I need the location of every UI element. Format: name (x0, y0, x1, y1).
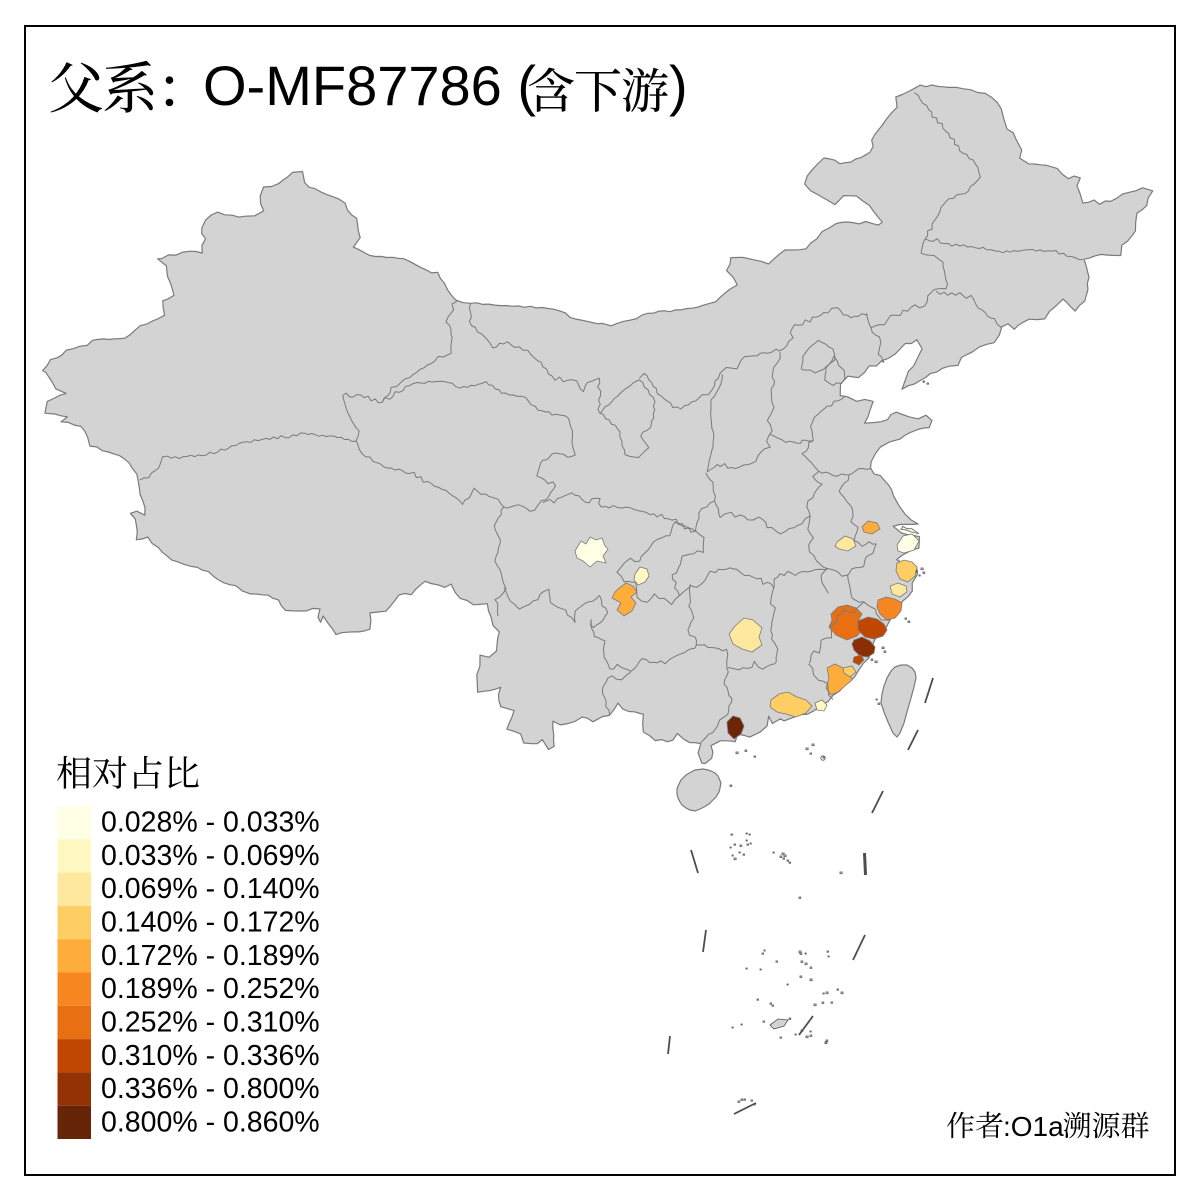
svg-text:0.028% - 0.033%: 0.028% - 0.033% (101, 807, 320, 839)
svg-text:0.069% - 0.140%: 0.069% - 0.140% (101, 873, 320, 905)
svg-text:0.172% - 0.189%: 0.172% - 0.189% (101, 940, 320, 972)
svg-text::O1a: :O1a (1003, 1111, 1064, 1142)
svg-text:0.252% - 0.310%: 0.252% - 0.310% (101, 1006, 320, 1038)
svg-text:0.310% - 0.336%: 0.310% - 0.336% (101, 1040, 320, 1072)
svg-text:): ) (669, 54, 688, 117)
svg-text:0.033% - 0.069%: 0.033% - 0.069% (101, 840, 320, 872)
svg-text:0.800% - 0.860%: 0.800% - 0.860% (101, 1106, 320, 1138)
svg-text:0.336% - 0.800%: 0.336% - 0.800% (101, 1073, 320, 1105)
svg-text:O-MF87786 (: O-MF87786 ( (203, 54, 536, 117)
svg-text:0.189% - 0.252%: 0.189% - 0.252% (101, 973, 320, 1005)
svg-text:0.140% - 0.172%: 0.140% - 0.172% (101, 907, 320, 939)
